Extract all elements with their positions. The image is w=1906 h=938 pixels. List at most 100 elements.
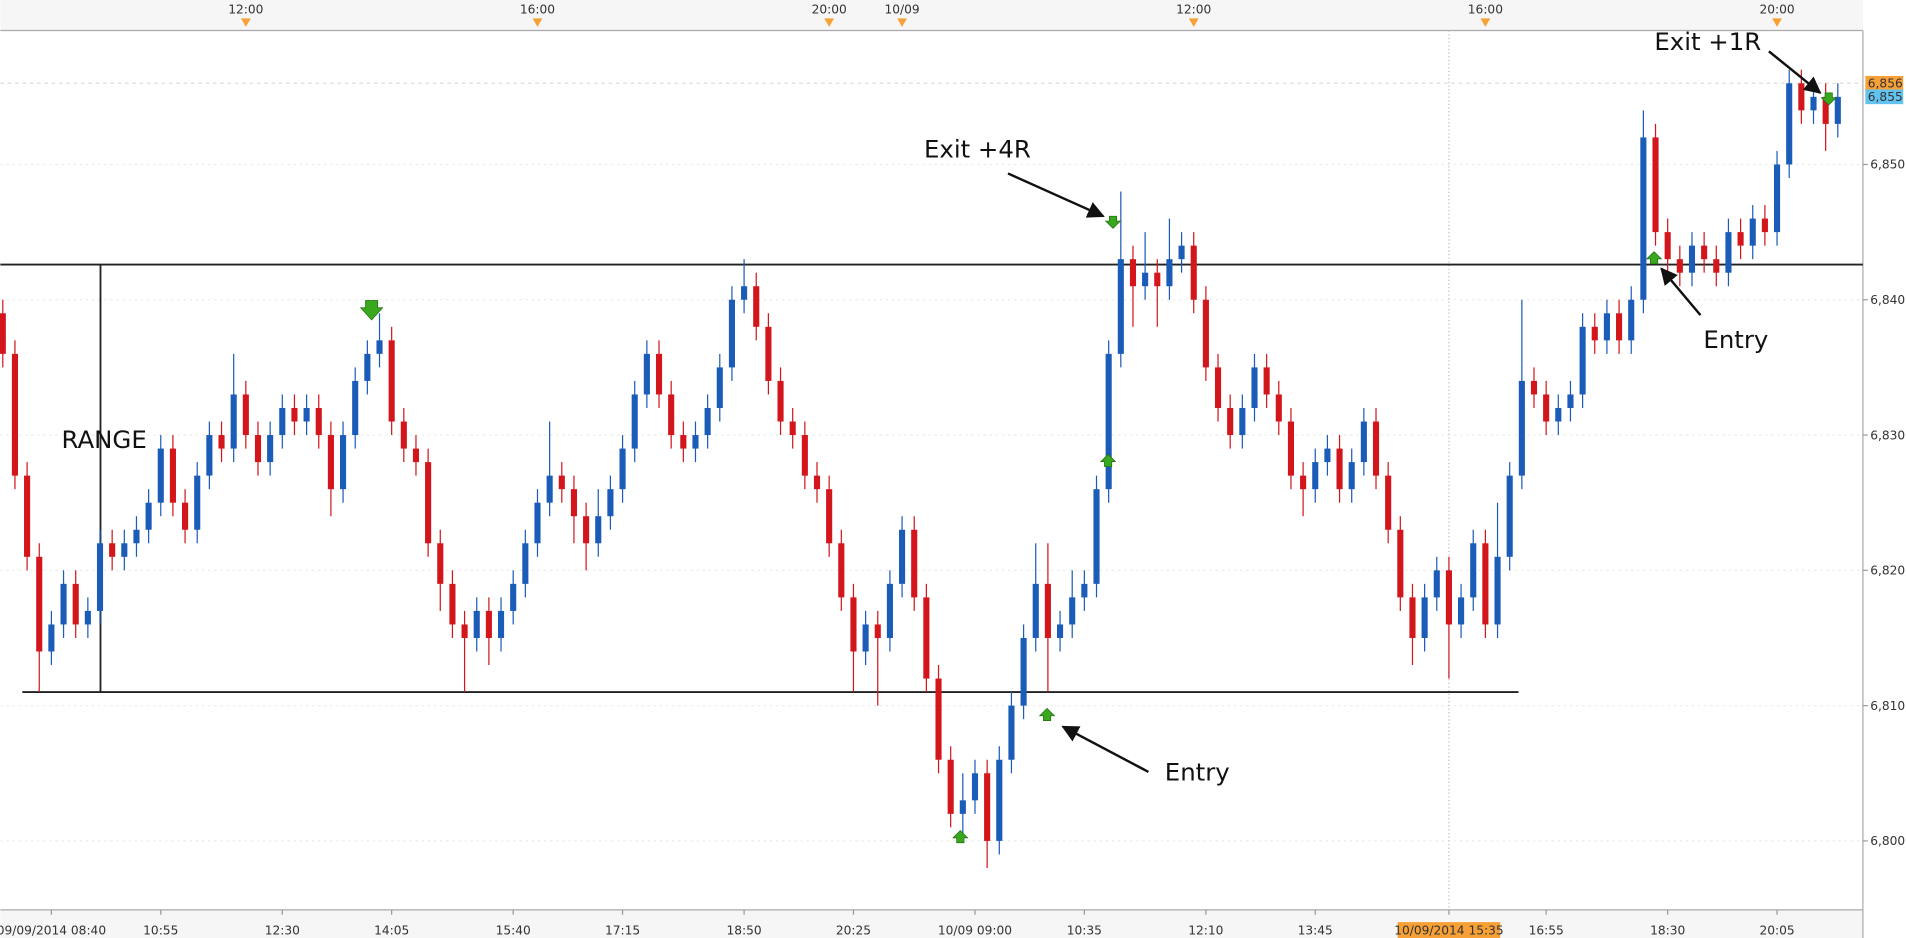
candle-body	[1652, 137, 1659, 233]
candle-body	[1798, 83, 1805, 111]
x-tick-label: 10/09 09:00	[938, 923, 1012, 937]
top-tick-marker	[1772, 18, 1782, 27]
candle-body	[631, 394, 638, 449]
arrows	[1007, 50, 1822, 773]
candle-body	[668, 394, 675, 436]
price-marker-label: 6,855	[1868, 90, 1903, 104]
candle-body	[1701, 245, 1708, 260]
x-tick-label: 18:30	[1650, 923, 1685, 937]
candle-body	[388, 340, 395, 422]
candle-body	[728, 299, 735, 368]
candle-body	[1616, 313, 1623, 341]
annotation: RANGE	[62, 425, 147, 454]
top-tick-label: 10/09	[884, 2, 919, 16]
y-tick-label: 6,810	[1870, 699, 1905, 713]
candle-body	[242, 394, 249, 436]
buy-signal	[1099, 453, 1117, 467]
price-marker	[1865, 75, 1904, 91]
exit-signal	[1104, 215, 1122, 229]
x-tick-label: 14:05	[374, 923, 409, 937]
candle-body	[1214, 367, 1222, 408]
candle-body	[1834, 96, 1841, 124]
candle-body	[1530, 380, 1538, 395]
candle-body	[182, 502, 189, 530]
top-tick-label: 20:00	[812, 2, 847, 16]
candle-body	[267, 435, 274, 463]
candle-body	[1749, 218, 1756, 246]
candle-body	[1421, 597, 1428, 638]
candle-body	[984, 773, 991, 841]
candle-body	[36, 556, 43, 652]
candle-body	[607, 489, 614, 517]
candle-body	[680, 435, 687, 449]
candle-body	[1591, 326, 1598, 341]
candle-body	[1154, 272, 1161, 287]
candle-body	[643, 353, 650, 395]
candle-body	[157, 448, 164, 503]
signal-icons	[359, 92, 1837, 844]
candle-body	[741, 286, 748, 300]
candle-body	[1227, 407, 1234, 436]
candle-body	[692, 435, 699, 449]
candle-body	[1725, 232, 1732, 273]
candle-body	[1324, 448, 1331, 463]
candle-body	[765, 326, 772, 381]
candle-body	[121, 543, 128, 557]
candle-body	[1348, 462, 1355, 490]
candle-body	[1360, 421, 1367, 463]
candle-body	[1202, 299, 1209, 368]
candle-body	[716, 367, 723, 408]
candle-body	[400, 421, 407, 449]
annotation: Entry	[1703, 325, 1768, 354]
candle-body	[1518, 380, 1525, 476]
top-tick-label: 12:00	[1176, 2, 1211, 16]
x-tick-label: 16:55	[1529, 923, 1564, 937]
candle-body	[1166, 259, 1173, 287]
top-tick-marker	[532, 18, 543, 27]
candle-body	[1287, 421, 1295, 476]
top-tick-marker	[824, 18, 835, 27]
candle-body	[1105, 353, 1112, 490]
bottom-axis-band	[0, 909, 1863, 938]
candle-body	[461, 624, 468, 638]
arrow	[1007, 172, 1105, 218]
candle-body	[655, 353, 663, 395]
x-tick-label: 13:45	[1298, 923, 1333, 937]
top-tick-marker	[1480, 18, 1491, 27]
x-tick-label: 10:35	[1067, 923, 1102, 937]
candle-body	[1458, 597, 1465, 625]
x-tick-label: 09/09/2014 08:40	[0, 923, 106, 937]
candle-body	[1470, 543, 1477, 598]
candle-body	[570, 489, 578, 517]
candle-body	[0, 313, 6, 354]
candle-body	[886, 583, 893, 638]
y-tick-label: 6,830	[1870, 428, 1905, 442]
candle-body	[364, 353, 371, 381]
y-tick-label: 6,850	[1870, 158, 1905, 172]
price-marker	[1865, 89, 1904, 105]
candle-body	[315, 407, 322, 436]
candle-body	[1251, 367, 1258, 408]
candle-body	[327, 435, 334, 490]
arrow	[1660, 267, 1702, 316]
candle-body	[595, 516, 602, 544]
candle-body	[485, 610, 492, 638]
candle-body	[1142, 272, 1149, 287]
candle-body	[862, 624, 869, 652]
candle-body	[959, 800, 966, 814]
buy-signal	[1038, 707, 1056, 721]
buy-signal	[1645, 251, 1663, 265]
candle-body	[1093, 489, 1100, 584]
candle-body	[899, 529, 906, 584]
x-tick-label: 12:30	[265, 923, 300, 937]
candle-body	[96, 543, 104, 611]
candle-body	[48, 624, 55, 652]
candle-body	[1822, 96, 1829, 124]
arrow	[1768, 50, 1822, 94]
annotation: Exit +1R	[1654, 27, 1761, 56]
candle-body	[813, 475, 821, 490]
candle-body	[279, 407, 286, 436]
top-tick-marker	[897, 18, 907, 27]
candle-body	[996, 759, 1003, 841]
candle-body	[291, 407, 298, 422]
